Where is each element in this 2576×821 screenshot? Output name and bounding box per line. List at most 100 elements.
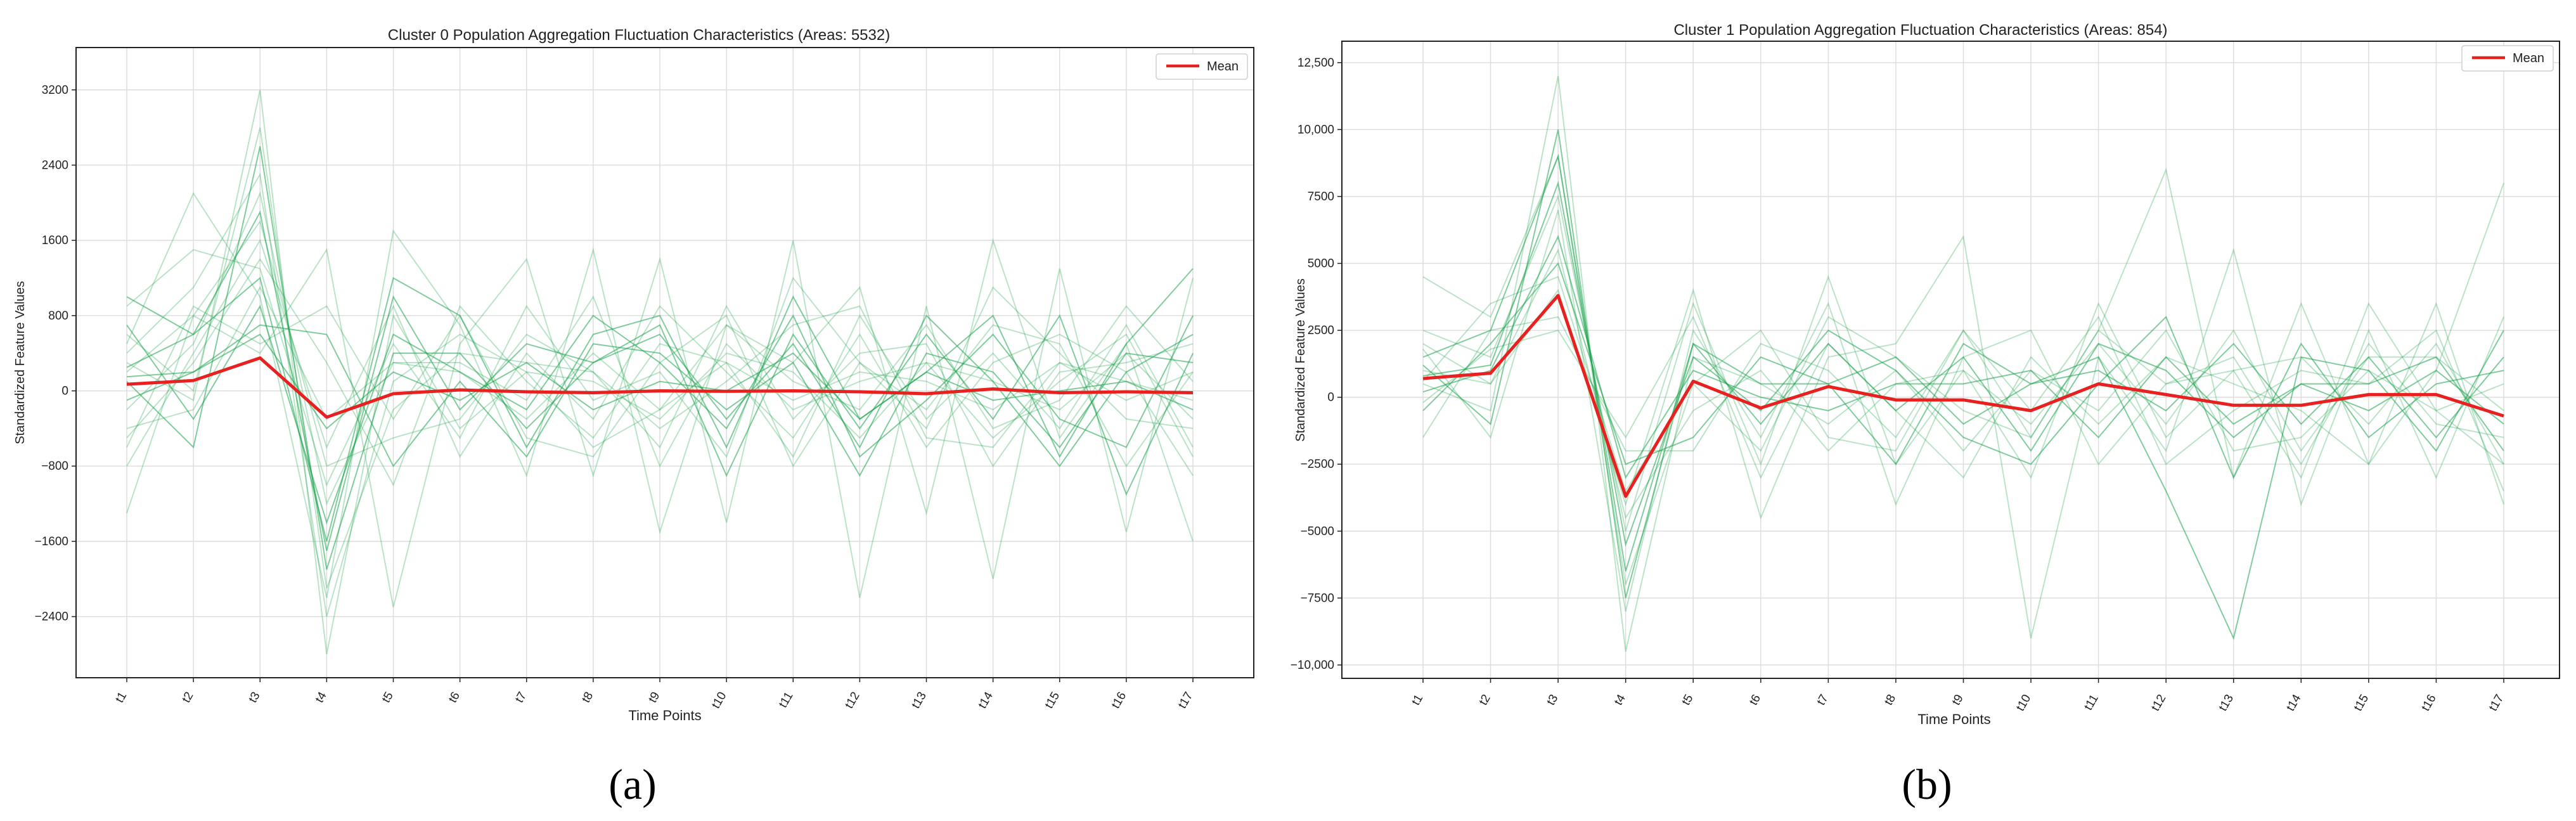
y-tick-label: −1600 (35, 535, 68, 548)
plot-area-frame (75, 47, 1254, 678)
x-tick-label: t1 (113, 690, 129, 705)
y-tick-label: 0 (1327, 391, 1334, 404)
y-tick-label: 2400 (42, 158, 68, 172)
x-tick-label: t12 (2149, 692, 2168, 713)
sample-series-line (1422, 209, 2504, 612)
mean-series-line (1422, 294, 2504, 498)
x-tick-label: t6 (446, 690, 463, 705)
sample-series-line (126, 220, 1194, 468)
x-tick-label: t2 (179, 690, 196, 705)
x-tick-label: t3 (246, 690, 262, 705)
x-tick-label: t13 (909, 690, 929, 711)
sample-series-line (126, 324, 1194, 477)
y-tick-labels: −10,000 −7500 −5000 −2500 0 2500 5000 7500 10,00… (1291, 56, 1342, 672)
x-tick-label: t2 (1477, 692, 1493, 708)
sample-series-line (126, 249, 1194, 487)
y-tick-label: 5000 (1308, 257, 1334, 270)
x-tick-label: t4 (313, 690, 330, 706)
sample-series-line (126, 305, 1194, 468)
sample-series-line (126, 240, 1194, 607)
x-tick-label: t7 (1815, 692, 1831, 708)
chart-title: Cluster 1 Population Aggregation Fluctua… (1673, 22, 2167, 39)
x-tick-labels: t1 t2 t3 t4 t5 t6 t7 t8 t9 t10 t11 t12 t13 t14 t15 t16 t… (1409, 678, 2506, 713)
x-axis-label: Time Points (1917, 711, 1990, 727)
legend-box (2461, 45, 2554, 72)
x-tick-label: t6 (1747, 692, 1763, 708)
plot-area-frame (1341, 41, 2560, 679)
y-tick-labels: −2400 −1600 −800 0 800 1600 2400 3200 (35, 84, 76, 624)
y-tick-label: −7500 (1301, 592, 1334, 605)
y-tick-label: −2400 (35, 611, 68, 624)
x-axis-label: Time Points (628, 708, 701, 723)
legend-mean-label: Mean (2513, 51, 2544, 65)
chart-panel-b: Cluster 1 Population Aggregation Fluctua… (1291, 22, 2560, 808)
x-tick-label: t11 (776, 690, 796, 710)
x-tick-label: t5 (380, 690, 396, 705)
legend: Mean (2461, 45, 2554, 72)
x-tick-label: t4 (1612, 692, 1628, 708)
x-tick-label: t16 (2419, 692, 2438, 713)
legend: Mean (1156, 53, 1248, 80)
mean-line (1422, 294, 2504, 498)
sample-series-line (126, 238, 1194, 476)
y-tick-label: 1600 (42, 234, 68, 247)
legend-box (1156, 53, 1248, 80)
mean-series-line (126, 356, 1194, 419)
x-tick-label: t14 (2284, 692, 2304, 714)
x-tick-label: t10 (709, 690, 729, 711)
x-tick-label: t3 (1544, 692, 1561, 708)
x-tick-label: t9 (646, 690, 662, 705)
y-tick-label: 2500 (1308, 324, 1334, 337)
grid-lines (76, 48, 1254, 678)
sample-series-line (126, 146, 1194, 570)
y-tick-label: 3200 (42, 84, 68, 97)
chart-panel-a: Cluster 0 Population Aggregation Fluctua… (13, 27, 1254, 808)
sample-series-line (1422, 75, 2504, 652)
x-tick-label: t15 (1043, 690, 1062, 711)
sample-series-line (126, 257, 1194, 487)
x-tick-label: t14 (976, 690, 996, 711)
x-tick-label: t17 (1176, 690, 1195, 711)
y-tick-label: −10,000 (1291, 659, 1334, 672)
sample-series-line (126, 172, 1194, 617)
caption-a: (a) (609, 760, 656, 808)
y-tick-label: 800 (48, 309, 68, 323)
chart-title: Cluster 0 Population Aggregation Fluctua… (388, 27, 890, 44)
sample-series-line (1422, 276, 2504, 493)
sample-series-line (126, 304, 1194, 525)
caption-b: (b) (1902, 760, 1952, 808)
sample-series-lines (126, 89, 1194, 655)
x-tick-label: t5 (1679, 692, 1696, 708)
x-tick-label: t16 (1109, 690, 1129, 711)
x-tick-label: t13 (2217, 692, 2236, 713)
y-tick-label: 0 (61, 385, 68, 398)
x-tick-label: t8 (579, 690, 596, 705)
sample-series-line (1422, 194, 2504, 532)
sample-series-line (1422, 301, 2504, 505)
mean-line (126, 356, 1194, 419)
x-tick-label: t11 (2082, 692, 2101, 713)
x-tick-label: t12 (842, 690, 862, 711)
x-tick-label: t8 (1882, 692, 1898, 708)
sample-series-lines (1422, 75, 2504, 652)
sample-series-line (126, 286, 1194, 468)
grid-lines (1342, 41, 2560, 678)
x-tick-label: t17 (2487, 692, 2506, 713)
x-tick-label: t10 (2014, 692, 2033, 713)
sample-series-line (1422, 181, 2504, 547)
x-tick-label: t7 (513, 690, 529, 705)
x-tick-label: t15 (2352, 692, 2371, 713)
sample-series-line (1422, 235, 2504, 479)
sample-series-line (126, 191, 1194, 598)
y-axis-label: Standardized Feature Values (1294, 278, 1308, 442)
x-tick-labels: t1 t2 t3 t4 t5 t6 t7 t8 t9 t10 t11 t12 t13 t14 t15 t16 t… (113, 678, 1195, 711)
y-tick-label: −2500 (1301, 458, 1334, 471)
sample-series-line (126, 210, 1194, 551)
y-tick-label: 7500 (1308, 190, 1334, 204)
sample-series-line (1422, 129, 2504, 640)
y-tick-label: 12,500 (1298, 56, 1334, 70)
x-tick-label: t9 (1950, 692, 1966, 708)
y-tick-label: −5000 (1301, 525, 1334, 538)
y-tick-label: −800 (41, 460, 68, 473)
